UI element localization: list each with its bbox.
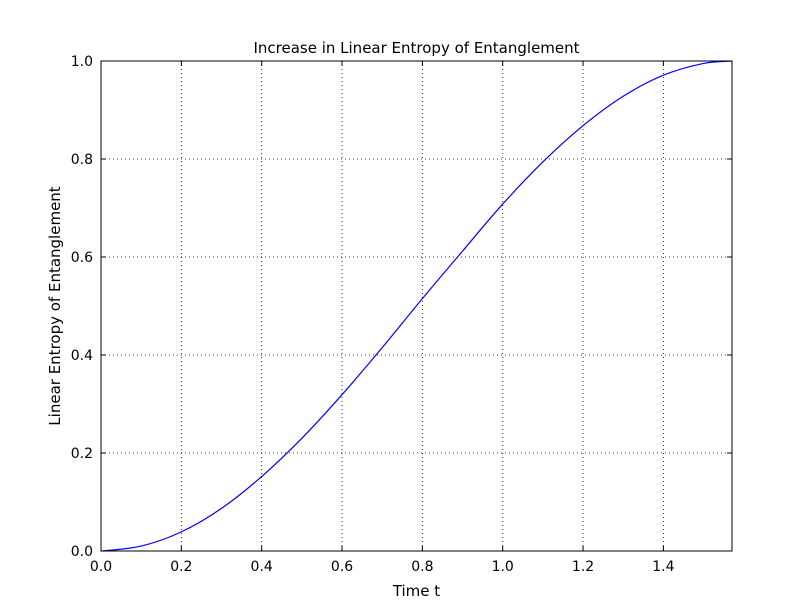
plot-frame (100, 60, 733, 552)
grid-lines (101, 61, 732, 551)
x-tick-label: 1.2 (572, 559, 594, 575)
y-tick-label: 1.0 (71, 54, 93, 70)
y-tick-label: 0.4 (71, 348, 93, 364)
x-axis-title: Time t (392, 582, 440, 600)
y-tick-label: 0.8 (71, 152, 93, 168)
x-tick-label: 1.0 (492, 559, 514, 575)
chart-title: Increase in Linear Entropy of Entangleme… (253, 39, 579, 57)
y-axis-title: Linear Entropy of Entanglement (46, 186, 64, 425)
axis-ticks (100, 60, 732, 552)
x-tick-label: 0.4 (251, 559, 273, 575)
x-tick-label: 0.6 (331, 559, 353, 575)
series-line (100, 60, 733, 552)
series-layer (100, 60, 733, 552)
y-tick-label: 0.2 (71, 446, 93, 462)
y-tick-label: 0.0 (71, 544, 93, 560)
y-tick-label: 0.6 (71, 250, 93, 266)
tick-labels: 0.0 0.2 0.4 0.6 0.8 1.0 1.2 1.4 0.0 0.2 0.4 0.6 0.8 1… (71, 54, 675, 575)
x-tick-label: 0.2 (170, 559, 192, 575)
x-tick-label: 0.0 (90, 559, 112, 575)
x-tick-label: 1.4 (652, 559, 674, 575)
x-tick-label: 0.8 (411, 559, 433, 575)
